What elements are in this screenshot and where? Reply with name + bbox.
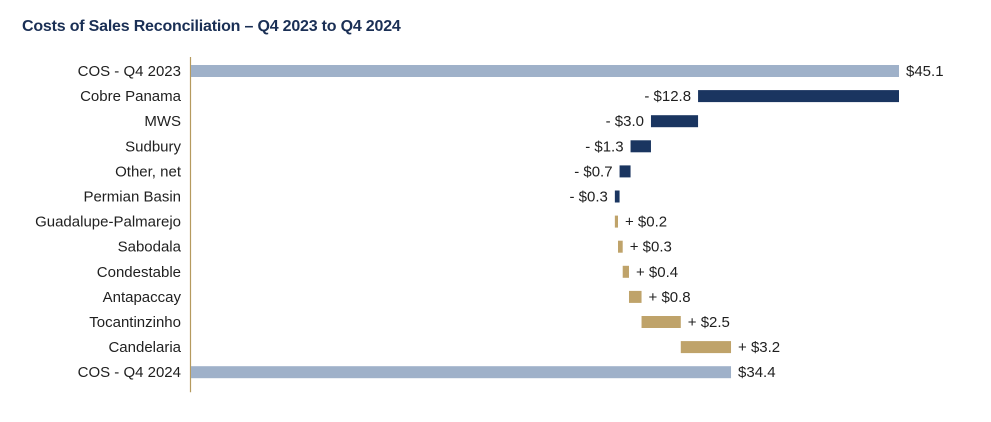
value-label-cos-q4-2023: $45.1 [906,63,944,80]
bar-guadalupe-palmarejo [614,215,618,228]
category-label-condestable: Condestable [97,264,181,281]
category-label-cos-q4-2023: COS - Q4 2023 [78,63,181,80]
value-label-sabodala: + $0.3 [630,239,672,256]
value-label-tocantinzinho: + $2.5 [688,314,730,331]
bar-antapaccay [628,290,642,303]
bar-sudbury [630,140,651,153]
value-label-condestable: + $0.4 [636,264,678,281]
bar-cobre-panama [698,90,899,103]
value-label-antapaccay: + $0.8 [649,289,691,306]
bar-mws [650,115,699,128]
bar-sabodala [617,240,623,253]
category-label-cobre-panama: Cobre Panama [80,88,182,105]
value-label-permian-basin: - $0.3 [569,189,607,206]
bar-tocantinzinho [641,316,681,328]
value-label-cobre-panama: - $12.8 [644,88,691,105]
bar-candelaria [680,341,732,354]
value-label-cos-q4-2024: $34.4 [738,364,776,381]
category-label-sabodala: Sabodala [118,239,182,256]
value-label-guadalupe-palmarejo: + $0.2 [625,214,667,231]
bar-other-net [619,165,631,178]
category-label-cos-q4-2024: COS - Q4 2024 [78,364,181,381]
value-label-sudbury: - $1.3 [585,138,623,155]
bar-condestable [622,265,629,278]
category-label-candelaria: Candelaria [108,339,181,356]
category-label-antapaccay: Antapaccay [103,289,182,306]
category-label-permian-basin: Permian Basin [83,189,181,206]
value-label-candelaria: + $3.2 [738,339,780,356]
category-label-guadalupe-palmarejo: Guadalupe-Palmarejo [35,214,181,231]
category-label-sudbury: Sudbury [125,138,181,155]
bar-cos-q4-2023 [191,65,899,77]
bar-permian-basin [614,190,620,203]
category-label-mws: MWS [144,113,181,130]
chart-title: Costs of Sales Reconciliation – Q4 2023 … [22,18,401,35]
category-label-tocantinzinho: Tocantinzinho [89,314,181,331]
bar-cos-q4-2024 [191,366,732,379]
value-label-other-net: - $0.7 [574,163,612,180]
value-label-mws: - $3.0 [606,113,644,130]
category-label-other-net: Other, net [115,163,182,180]
